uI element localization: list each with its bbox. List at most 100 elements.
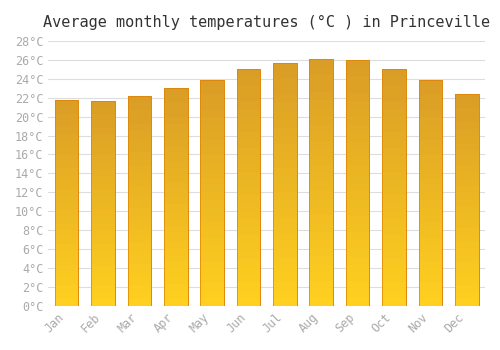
- Bar: [418, 125, 442, 132]
- Bar: [418, 215, 442, 223]
- Bar: [91, 217, 115, 224]
- Bar: [54, 285, 78, 292]
- Bar: [382, 132, 406, 140]
- Bar: [128, 222, 151, 229]
- Bar: [200, 268, 224, 276]
- Bar: [54, 113, 78, 120]
- Bar: [91, 203, 115, 210]
- Bar: [54, 120, 78, 127]
- Bar: [418, 155, 442, 163]
- Bar: [310, 149, 333, 158]
- Bar: [200, 102, 224, 110]
- Bar: [91, 258, 115, 265]
- Bar: [164, 197, 188, 204]
- Bar: [236, 203, 260, 211]
- Bar: [346, 265, 370, 273]
- Bar: [418, 178, 442, 185]
- Bar: [164, 226, 188, 233]
- Bar: [455, 101, 478, 108]
- Bar: [91, 100, 115, 107]
- Bar: [128, 278, 151, 285]
- Bar: [164, 88, 188, 96]
- Bar: [455, 249, 478, 257]
- Bar: [455, 164, 478, 172]
- Bar: [273, 168, 296, 176]
- Bar: [164, 204, 188, 211]
- Bar: [200, 230, 224, 238]
- Bar: [128, 201, 151, 208]
- Bar: [310, 289, 333, 298]
- Bar: [310, 92, 333, 100]
- Bar: [91, 176, 115, 183]
- Bar: [382, 140, 406, 148]
- Bar: [382, 101, 406, 109]
- Bar: [310, 248, 333, 257]
- Bar: [310, 166, 333, 174]
- Bar: [91, 128, 115, 135]
- Bar: [54, 99, 78, 106]
- Bar: [310, 257, 333, 265]
- Bar: [310, 67, 333, 75]
- Bar: [273, 249, 296, 257]
- Bar: [128, 271, 151, 278]
- Bar: [200, 87, 224, 95]
- Bar: [200, 80, 224, 87]
- Bar: [346, 150, 370, 158]
- Bar: [91, 183, 115, 189]
- Bar: [54, 189, 78, 196]
- Bar: [273, 201, 296, 209]
- Bar: [418, 193, 442, 200]
- Bar: [236, 109, 260, 117]
- Bar: [273, 217, 296, 225]
- Bar: [164, 248, 188, 255]
- Bar: [346, 199, 370, 208]
- Bar: [200, 208, 224, 215]
- Bar: [54, 251, 78, 258]
- Bar: [236, 93, 260, 101]
- Bar: [310, 298, 333, 306]
- Bar: [382, 259, 406, 266]
- Bar: [273, 135, 296, 144]
- Bar: [310, 59, 333, 306]
- Bar: [273, 71, 296, 79]
- Bar: [346, 257, 370, 265]
- Bar: [418, 80, 442, 306]
- Bar: [54, 230, 78, 237]
- Bar: [346, 224, 370, 232]
- Bar: [200, 125, 224, 132]
- Bar: [418, 246, 442, 253]
- Bar: [346, 281, 370, 289]
- Bar: [418, 110, 442, 117]
- Bar: [418, 95, 442, 102]
- Bar: [455, 129, 478, 136]
- Bar: [200, 283, 224, 291]
- Bar: [418, 117, 442, 125]
- Bar: [382, 251, 406, 259]
- Bar: [346, 93, 370, 101]
- Bar: [382, 211, 406, 219]
- Bar: [200, 185, 224, 193]
- Bar: [236, 298, 260, 306]
- Bar: [310, 265, 333, 273]
- Bar: [346, 298, 370, 306]
- Bar: [236, 211, 260, 219]
- Bar: [91, 231, 115, 237]
- Bar: [91, 299, 115, 306]
- Bar: [418, 208, 442, 215]
- Bar: [273, 281, 296, 289]
- Bar: [91, 148, 115, 155]
- Bar: [382, 164, 406, 172]
- Bar: [310, 84, 333, 92]
- Bar: [91, 107, 115, 114]
- Bar: [382, 227, 406, 235]
- Bar: [382, 235, 406, 243]
- Bar: [54, 155, 78, 161]
- Bar: [128, 138, 151, 145]
- Bar: [91, 292, 115, 299]
- Bar: [164, 88, 188, 306]
- Bar: [91, 162, 115, 169]
- Bar: [346, 60, 370, 68]
- Bar: [164, 277, 188, 284]
- Bar: [455, 271, 478, 278]
- Bar: [236, 259, 260, 266]
